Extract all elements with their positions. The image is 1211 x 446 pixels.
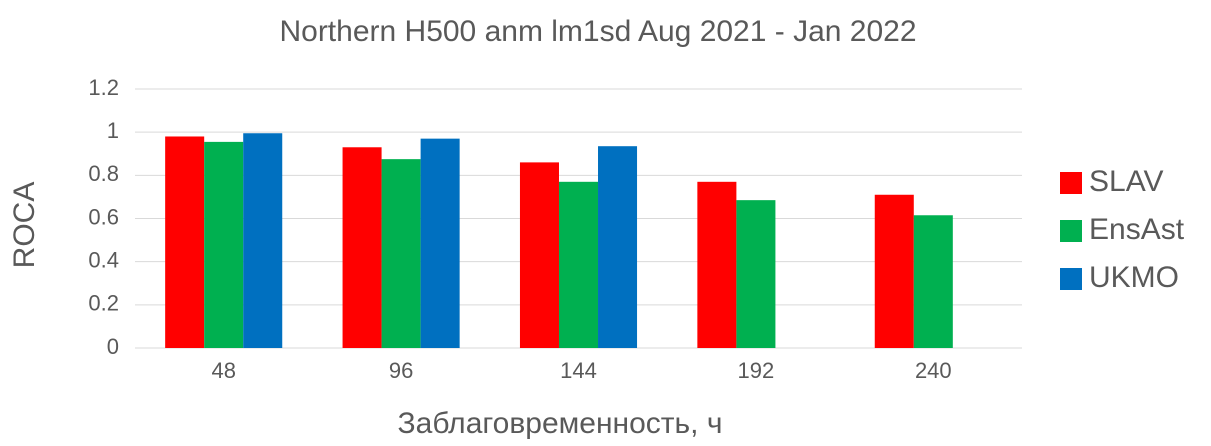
x-axis-label: Заблаговременность, ч [398, 407, 723, 440]
x-tick-label: 144 [560, 358, 597, 383]
y-tick-label: 0.4 [88, 247, 119, 272]
legend-label: EnsAst [1089, 213, 1185, 246]
y-tick-label: 0.8 [88, 161, 119, 186]
legend-swatch [1060, 220, 1082, 242]
y-tick-label: 0.6 [88, 204, 119, 229]
bar [381, 159, 421, 348]
y-tick-label: 1.2 [88, 75, 119, 100]
x-tick-label: 192 [738, 358, 775, 383]
x-tick-label: 48 [211, 358, 235, 383]
bar [558, 181, 599, 348]
y-axis-label: ROCA [8, 182, 41, 269]
legend-label: UKMO [1089, 261, 1179, 294]
chart-title: Northern H500 anm lm1sd Aug 2021 - Jan 2… [279, 15, 916, 48]
bar [913, 215, 953, 348]
bar [204, 141, 244, 348]
bar [874, 194, 914, 348]
bar [697, 181, 737, 348]
bar [165, 136, 205, 348]
y-tick-label: 0 [107, 334, 119, 359]
bar [342, 147, 382, 348]
x-tick-label: 240 [915, 358, 952, 383]
bar [243, 133, 283, 348]
legend-swatch [1060, 268, 1082, 290]
bar [420, 138, 460, 348]
legend-swatch [1060, 172, 1082, 194]
x-tick-label: 96 [389, 358, 413, 383]
y-tick-label: 0.2 [88, 291, 119, 316]
bar [736, 200, 776, 348]
y-tick-label: 1 [107, 118, 119, 143]
bar [519, 162, 559, 348]
legend-label: SLAV [1089, 165, 1164, 198]
bar [598, 146, 638, 348]
